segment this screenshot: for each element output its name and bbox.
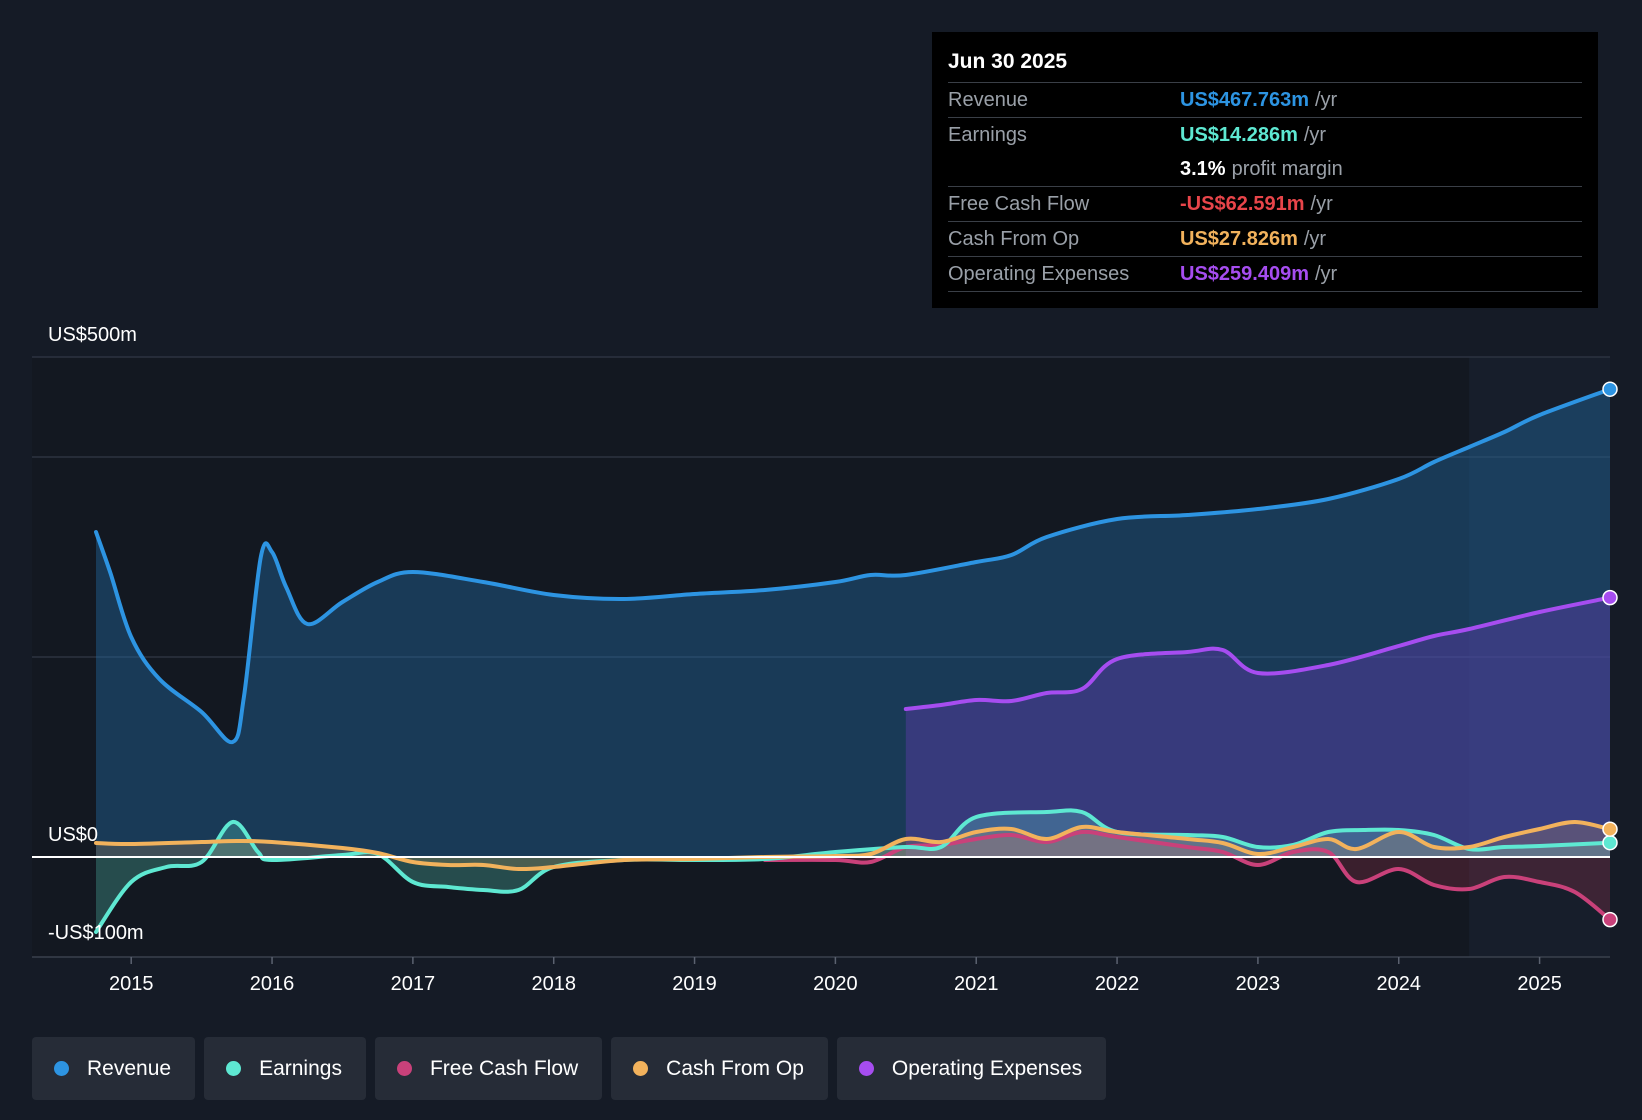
legend: Revenue Earnings Free Cash Flow Cash Fro…	[32, 1037, 1107, 1100]
revenue-dot-icon	[54, 1061, 69, 1076]
cash-from-op-end-marker	[1602, 821, 1618, 837]
legend-item-operating-expenses[interactable]: Operating Expenses	[836, 1037, 1107, 1100]
cash-from-op-line	[94, 820, 1612, 872]
y-axis-labels: US$500m US$0 -US$100m	[48, 324, 144, 944]
x-axis-ticks: 2015 2016 2017 2018 2019 2020 2021 2022 2023 2024…	[109, 957, 1562, 995]
tooltip-value-profit-margin: 3.1%	[1180, 157, 1226, 180]
legend-item-earnings[interactable]: Earnings	[204, 1037, 366, 1100]
tooltip-unit: /yr	[1303, 227, 1327, 250]
cash-from-op-dot-icon	[633, 1061, 649, 1076]
x-tick-label: 2022	[1095, 973, 1140, 995]
x-tick-label: 2021	[954, 973, 999, 995]
earnings-line	[94, 808, 1612, 934]
tooltip-label: Revenue	[948, 88, 1029, 111]
revenue-area	[96, 389, 1610, 857]
free-cash-flow-area	[765, 831, 1610, 920]
x-tick-label: 2024	[1376, 973, 1421, 995]
legend-label: Earnings	[259, 1056, 342, 1080]
end-markers	[1602, 381, 1618, 928]
tooltip-label: Free Cash Flow	[948, 192, 1090, 215]
tooltip-unit: /yr	[1310, 192, 1333, 215]
tooltip-value-cash-from-op: US$27.826m	[1180, 227, 1298, 250]
tooltip-row-earnings: Earnings US$14.286m /yr	[948, 118, 1582, 152]
legend-item-revenue[interactable]: Revenue	[32, 1037, 196, 1100]
operating-expenses-end-marker	[1602, 589, 1618, 606]
tooltip-value-free-cash-flow: -US$62.591m	[1180, 192, 1305, 215]
tooltip-unit: profit margin	[1231, 157, 1343, 180]
free-cash-flow-line	[763, 829, 1612, 922]
tooltip-row-operating-expenses: Operating Expenses US$259.409m /yr	[948, 257, 1582, 292]
x-tick-label: 2015	[109, 973, 154, 995]
tooltip-value-revenue: US$467.763m	[1180, 88, 1309, 111]
tooltip-label: Cash From Op	[948, 227, 1080, 250]
series-lines	[94, 387, 1612, 934]
x-tick-label: 2020	[813, 973, 858, 995]
x-tick-label: 2017	[391, 973, 436, 995]
tooltip-row-free-cash-flow: Free Cash Flow -US$62.591m /yr	[948, 187, 1582, 222]
operating-expenses-line	[903, 595, 1612, 711]
x-tick-label: 2023	[1236, 973, 1281, 995]
tooltip-row-cash-from-op: Cash From Op US$27.826m /yr	[948, 222, 1582, 257]
gridlines	[32, 356, 1610, 958]
tooltip-unit: /yr	[1314, 262, 1338, 285]
legend-item-free-cash-flow[interactable]: Free Cash Flow	[374, 1037, 603, 1100]
earnings-end-marker	[1602, 834, 1618, 851]
revenue-end-marker	[1602, 381, 1618, 397]
tooltip-date: Jun 30 2025	[948, 46, 1582, 83]
tooltip-row-revenue: Revenue US$467.763m /yr	[948, 83, 1582, 118]
tooltip-unit: /yr	[1303, 123, 1327, 146]
legend-label: Cash From Op	[666, 1056, 804, 1080]
operating-expenses-area	[905, 597, 1610, 857]
tooltip-label: Operating Expenses	[948, 262, 1130, 285]
y-axis-label: US$500m	[48, 324, 137, 346]
tooltip-value-earnings: US$14.286m	[1180, 123, 1298, 146]
x-tick-label: 2025	[1517, 973, 1562, 995]
free-cash-flow-dot-icon	[396, 1061, 412, 1076]
revenue-line	[94, 387, 1612, 745]
legend-label: Operating Expenses	[891, 1056, 1083, 1080]
tooltip-row-profit-margin: 3.1% profit margin	[948, 152, 1582, 187]
x-tick-label: 2019	[672, 973, 717, 995]
legend-label: Free Cash Flow	[429, 1056, 579, 1080]
y-axis-label: -US$100m	[48, 922, 144, 944]
legend-label: Revenue	[87, 1056, 172, 1080]
tooltip-value-operating-expenses: US$259.409m	[1180, 262, 1309, 285]
x-tick-label: 2016	[250, 973, 295, 995]
y-axis-label: US$0	[48, 824, 98, 846]
operating-expenses-dot-icon	[858, 1061, 874, 1076]
legend-item-cash-from-op[interactable]: Cash From Op	[611, 1037, 828, 1100]
tooltip-unit: /yr	[1314, 88, 1338, 111]
x-tick-label: 2018	[531, 973, 576, 995]
tooltip: Jun 30 2025 Revenue US$467.763m /yr Earn…	[932, 32, 1598, 308]
earnings-dot-icon	[226, 1061, 242, 1076]
tooltip-label: Earnings	[948, 123, 1027, 146]
free-cash-flow-end-marker	[1602, 911, 1618, 928]
